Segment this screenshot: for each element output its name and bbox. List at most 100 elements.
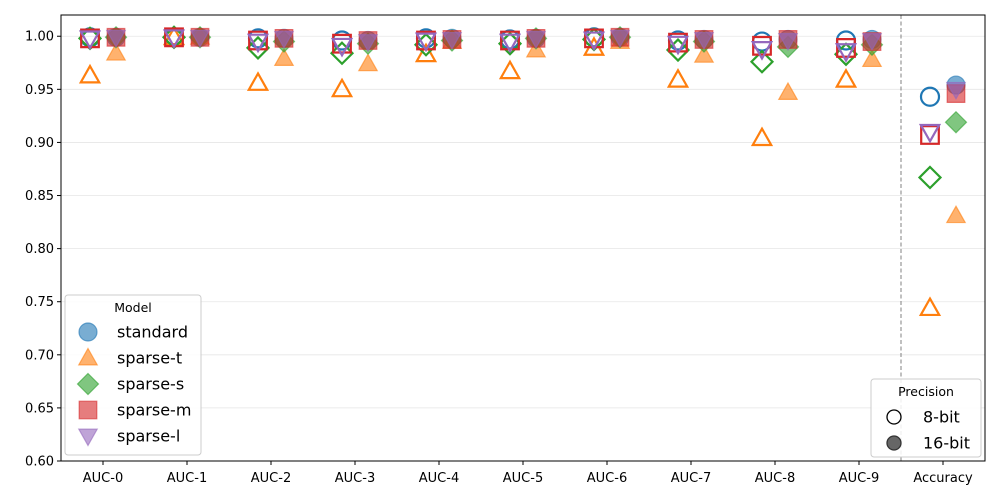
point-sparse-l-8-bit-AUC-9 — [834, 43, 858, 63]
legend-precision: Precision 8-bit 16-bit — [870, 378, 982, 458]
legend-precision-title: Precision — [898, 384, 954, 399]
point-sparse-l-8-bit-AUC-1 — [162, 29, 186, 50]
point-sparse-t-16-bit-AUC-7 — [693, 44, 715, 63]
point-sparse-l-16-bit-AUC-1 — [189, 29, 211, 49]
point-sparse-s-8-bit-AUC-3 — [329, 41, 355, 66]
point-sparse-l-8-bit-Accuracy — [918, 123, 942, 144]
point-sparse-l-8-bit-AUC-4 — [414, 32, 438, 53]
point-sparse-m-8-bit-Accuracy — [920, 125, 940, 145]
point-sparse-t-8-bit-AUC-1 — [162, 25, 186, 46]
point-sparse-t-16-bit-AUC-0 — [105, 42, 127, 61]
point-sparse-t-8-bit-AUC-7 — [666, 68, 690, 88]
legend-frame — [64, 294, 202, 456]
point-sparse-t-16-bit-AUC-8 — [777, 81, 799, 100]
point-sparse-l-8-bit-AUC-8 — [750, 41, 774, 61]
point-sparse-m-8-bit-AUC-8 — [752, 35, 772, 56]
point-sparse-s-8-bit-AUC-4 — [413, 32, 439, 57]
point-sparse-t-8-bit-Accuracy — [918, 296, 942, 317]
x-tick-label: AUC-6 — [587, 471, 627, 486]
point-sparse-m-8-bit-AUC-7 — [668, 32, 688, 53]
legend-marker-16-bit — [886, 435, 902, 451]
legend-marker-sparse-s — [76, 372, 100, 396]
legend-label-8-bit: 8-bit — [923, 408, 960, 427]
point-sparse-l-8-bit-AUC-7 — [666, 35, 690, 56]
axes: 0.60 0.65 0.70 0.75 0.80 0.85 0.90 0.95 1.00 AUC-… — [25, 14, 986, 486]
point-sparse-m-8-bit-AUC-1 — [164, 27, 184, 48]
point-sparse-t-8-bit-AUC-8 — [750, 126, 774, 147]
point-standard-8-bit-AUC-9 — [835, 30, 857, 51]
x-tick-label: AUC-4 — [419, 471, 459, 486]
point-sparse-l-16-bit-AUC-7 — [693, 31, 715, 51]
legend-label-16-bit: 16-bit — [923, 434, 970, 453]
point-sparse-l-16-bit-AUC-4 — [441, 31, 463, 51]
point-sparse-t-8-bit-AUC-0 — [78, 63, 102, 84]
point-sparse-l-16-bit-AUC-6 — [609, 29, 631, 49]
x-tick-label: AUC-8 — [755, 471, 795, 486]
point-sparse-m-8-bit-AUC-9 — [836, 38, 856, 58]
point-sparse-t-8-bit-AUC-3 — [330, 77, 354, 98]
x-tick-label: AUC-5 — [503, 471, 543, 486]
point-sparse-l-16-bit-Accuracy — [945, 81, 967, 101]
point-sparse-l-16-bit-AUC-0 — [105, 29, 127, 49]
point-sparse-m-8-bit-AUC-2 — [248, 30, 268, 51]
point-sparse-l-8-bit-AUC-2 — [246, 33, 270, 54]
legend-label-sparse-t: sparse-t — [117, 349, 182, 368]
y-tick-label: 0.60 — [25, 455, 54, 470]
x-tick-label: AUC-9 — [839, 471, 879, 486]
point-sparse-l-16-bit-AUC-8 — [777, 33, 799, 52]
point-sparse-s-8-bit-AUC-7 — [665, 37, 691, 63]
x-tick-label: AUC-7 — [671, 471, 711, 486]
data-marks — [77, 25, 968, 317]
point-sparse-l-16-bit-AUC-9 — [861, 33, 883, 52]
x-tick-label: AUC-1 — [167, 471, 207, 486]
y-tick-label: 0.70 — [25, 348, 54, 363]
point-sparse-l-8-bit-AUC-6 — [582, 31, 606, 52]
point-standard-8-bit-Accuracy — [919, 86, 941, 107]
legend-label-sparse-s: sparse-s — [117, 375, 184, 394]
point-sparse-l-16-bit-AUC-2 — [273, 30, 295, 50]
legend-label-standard: standard — [117, 323, 188, 342]
y-tick-label: 0.85 — [25, 189, 54, 204]
legend-model: Model standard sparse-t sparse-s sparse-m spa… — [64, 294, 202, 456]
legend-label-sparse-m: sparse-m — [117, 401, 191, 420]
point-sparse-t-8-bit-AUC-5 — [498, 59, 522, 80]
point-sparse-t-8-bit-AUC-9 — [834, 68, 858, 88]
point-sparse-t-16-bit-AUC-9 — [861, 48, 883, 68]
point-sparse-s-8-bit-AUC-8 — [749, 49, 775, 74]
point-sparse-t-8-bit-AUC-4 — [414, 42, 438, 63]
point-sparse-t-8-bit-AUC-2 — [246, 71, 270, 91]
point-sparse-m-8-bit-AUC-3 — [332, 33, 352, 54]
point-sparse-s-8-bit-AUC-2 — [245, 35, 271, 60]
point-sparse-t-16-bit-AUC-2 — [273, 47, 295, 66]
y-tick-label: 0.95 — [25, 83, 54, 98]
x-tick-label: AUC-0 — [83, 471, 123, 486]
point-sparse-m-8-bit-AUC-5 — [500, 30, 520, 51]
point-sparse-l-8-bit-AUC-0 — [78, 30, 102, 51]
legend-marker-standard — [78, 322, 98, 342]
legend-marker-sparse-t — [77, 347, 99, 366]
point-sparse-l-16-bit-AUC-5 — [525, 30, 547, 50]
point-sparse-t-16-bit-Accuracy — [945, 204, 967, 224]
point-sparse-s-16-bit-Accuracy — [944, 110, 968, 134]
y-tick-label: 0.90 — [25, 136, 54, 151]
point-sparse-l-16-bit-AUC-3 — [357, 34, 379, 53]
x-tick-label: Accuracy — [913, 471, 973, 486]
x-tick-label: AUC-3 — [335, 471, 375, 486]
y-tick-label: 0.80 — [25, 242, 54, 257]
point-sparse-m-8-bit-AUC-0 — [80, 28, 100, 49]
legend-marker-sparse-l — [77, 428, 99, 447]
legend-marker-sparse-m — [78, 400, 98, 420]
point-sparse-m-8-bit-AUC-4 — [416, 30, 436, 51]
legend-model-title: Model — [114, 300, 152, 315]
point-sparse-s-8-bit-Accuracy — [917, 165, 943, 190]
x-tick-label: AUC-2 — [251, 471, 291, 486]
y-tick-label: 0.65 — [25, 401, 54, 416]
y-tick-label: 1.00 — [25, 30, 54, 45]
point-sparse-m-8-bit-AUC-6 — [584, 28, 604, 49]
point-sparse-t-16-bit-AUC-3 — [357, 53, 379, 72]
legend-marker-8-bit — [886, 409, 902, 425]
y-tick-label: 0.75 — [25, 295, 54, 310]
point-sparse-l-8-bit-AUC-5 — [498, 33, 522, 54]
legend-label-sparse-l: sparse-l — [117, 427, 180, 446]
